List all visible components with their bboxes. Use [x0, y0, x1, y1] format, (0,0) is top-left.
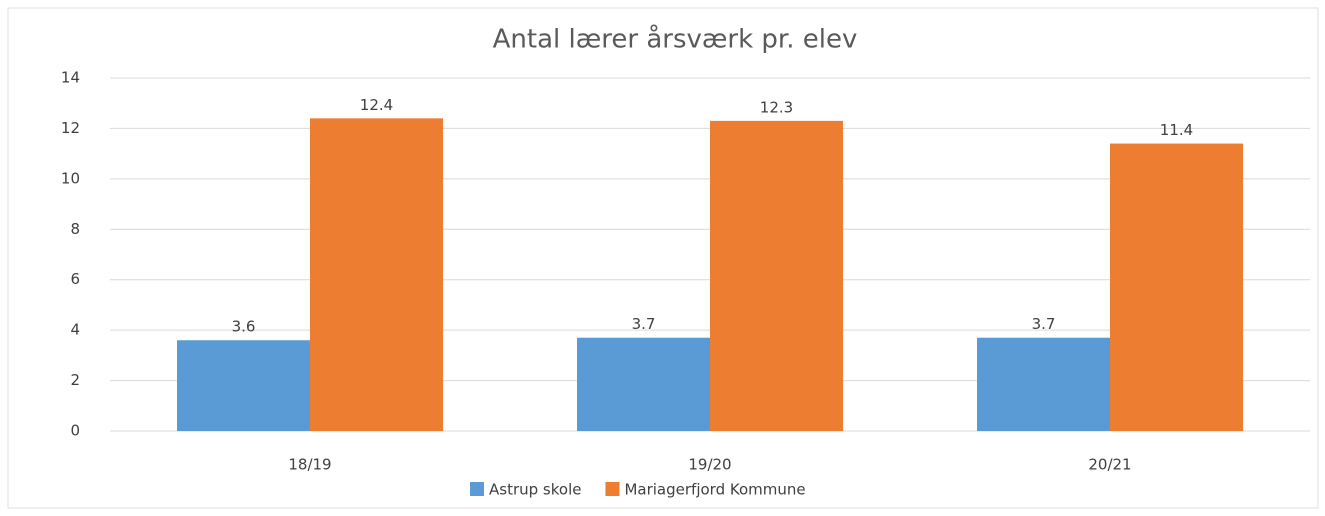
bar: [177, 340, 310, 431]
data-label: 11.4: [1160, 121, 1193, 139]
legend-swatch: [605, 482, 620, 496]
bar: [577, 337, 710, 431]
data-label: 3.7: [632, 315, 656, 333]
bar: [977, 337, 1110, 431]
bar: [1110, 143, 1243, 432]
bar: [310, 118, 443, 431]
data-label: 12.4: [360, 96, 393, 114]
y-tick-label: 10: [61, 169, 80, 187]
y-tick-label: 4: [70, 321, 80, 339]
y-tick-label: 8: [70, 220, 80, 238]
chart-title: Antal lærer årsværk pr. elev: [493, 24, 858, 55]
x-tick-label: 18/19: [288, 456, 331, 474]
y-tick-label: 12: [61, 119, 80, 137]
data-label: 3.7: [1032, 315, 1056, 333]
y-tick-label: 14: [61, 69, 80, 87]
data-label: 12.3: [760, 98, 793, 116]
y-tick-label: 6: [70, 270, 80, 288]
legend-label: Astrup skole: [489, 481, 581, 499]
bar: [710, 120, 843, 431]
legend-swatch: [470, 482, 484, 496]
data-label: 3.6: [232, 318, 256, 336]
y-tick-label: 2: [70, 371, 80, 389]
x-tick-label: 19/20: [688, 456, 731, 474]
x-tick-label: 20/21: [1088, 456, 1131, 474]
legend-label: Mariagerfjord Kommune: [624, 481, 805, 499]
y-tick-label: 0: [70, 422, 80, 440]
